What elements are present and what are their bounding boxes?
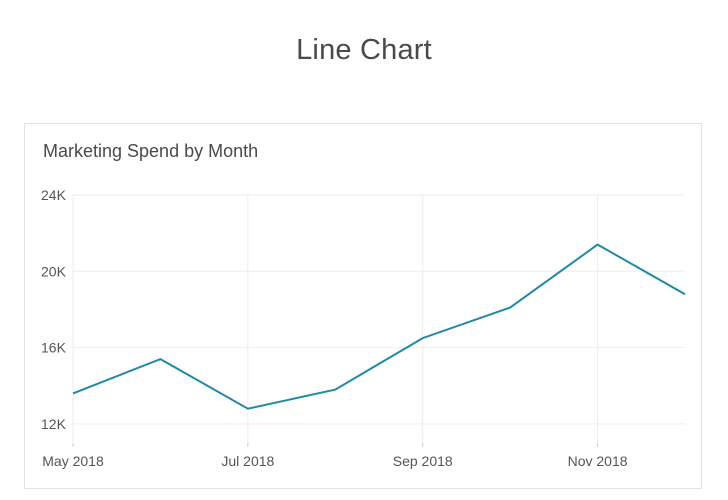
chart-title: Marketing Spend by Month <box>43 141 259 161</box>
axis-layer: 12K 16K 20K 24K May 2018 Jul 2018 Sep 2018 Nov … <box>41 187 628 469</box>
x-tick-label: Sep 2018 <box>393 453 453 469</box>
x-tick-label: Jul 2018 <box>221 453 274 469</box>
series-line <box>72 243 686 410</box>
y-tick-label: 16K <box>41 340 67 356</box>
y-tick-label: 12K <box>41 416 67 432</box>
y-tick-label: 20K <box>41 263 67 279</box>
chart-card: Marketing Spend by Month <box>24 123 702 489</box>
x-tick-label: May 2018 <box>42 453 104 469</box>
series-layer <box>72 243 686 410</box>
page-title: Line Chart <box>296 34 432 66</box>
y-tick-label: 24K <box>41 187 67 203</box>
grid-layer <box>72 194 685 443</box>
x-tick-label: Nov 2018 <box>568 453 628 469</box>
